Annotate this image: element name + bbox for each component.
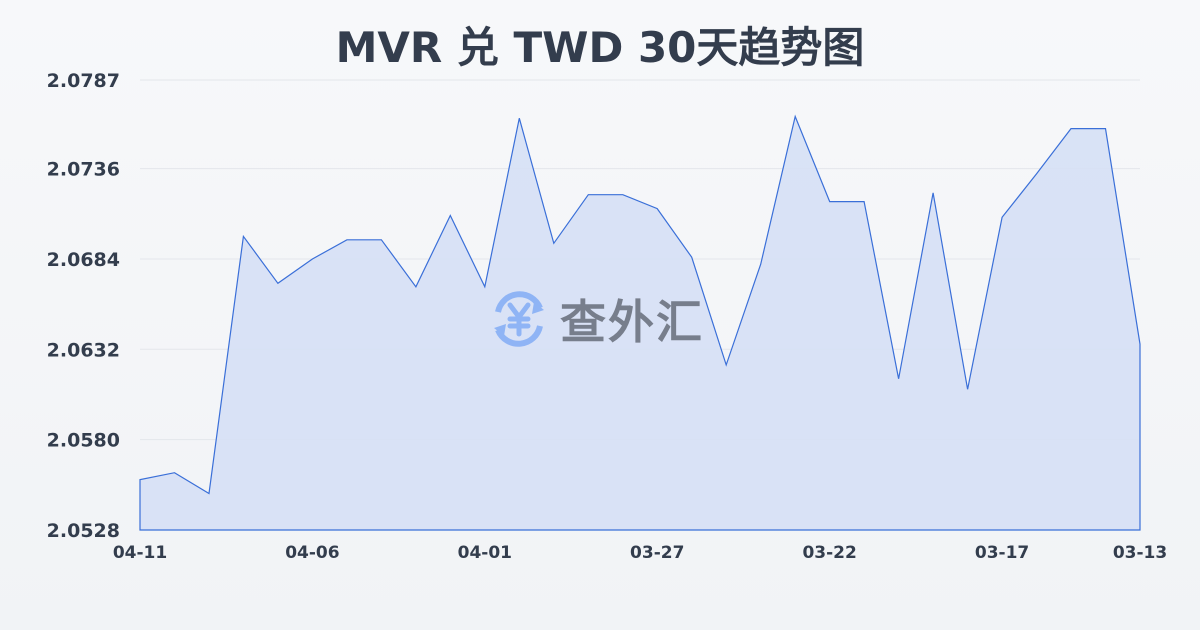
y-tick-label: 2.0684 bbox=[47, 249, 120, 271]
x-tick-label: 03-27 bbox=[630, 543, 684, 563]
x-tick-label: 03-17 bbox=[975, 543, 1029, 563]
x-tick-label: 04-01 bbox=[458, 543, 512, 563]
x-tick-label: 04-06 bbox=[285, 543, 339, 563]
x-tick-label: 03-22 bbox=[802, 543, 856, 563]
y-tick-label: 2.0787 bbox=[47, 70, 120, 92]
y-tick-label: 2.0632 bbox=[47, 339, 120, 361]
watermark-text: 查外汇 bbox=[560, 295, 704, 349]
y-tick-label: 2.0736 bbox=[47, 159, 120, 181]
y-tick-label: 2.0580 bbox=[47, 430, 120, 452]
chart-title: MVR 兑 TWD 30天趋势图 bbox=[335, 23, 865, 72]
yen-exchange-icon bbox=[494, 291, 544, 347]
y-tick-label: 2.0528 bbox=[47, 520, 120, 542]
watermark: 查外汇 bbox=[488, 286, 704, 352]
area-fill bbox=[140, 116, 1140, 530]
x-tick-label: 03-13 bbox=[1113, 543, 1167, 563]
x-tick-label: 04-11 bbox=[113, 543, 167, 563]
